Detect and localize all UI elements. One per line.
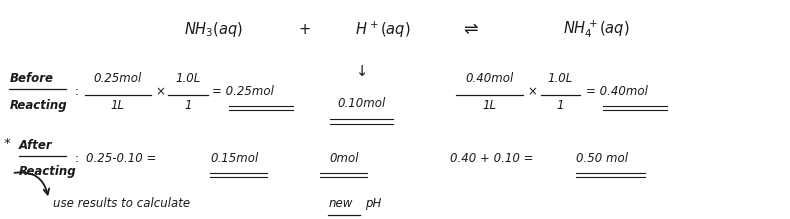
Text: 1.0L: 1.0L (175, 72, 201, 85)
Text: 1: 1 (184, 99, 192, 112)
Text: = 0.25mol: = 0.25mol (213, 85, 274, 98)
Text: 1L: 1L (111, 99, 125, 112)
Text: 0.25-0.10 =: 0.25-0.10 = (86, 152, 156, 165)
Text: ×: × (527, 85, 537, 98)
Text: +: + (299, 22, 310, 37)
Text: 1.0L: 1.0L (547, 72, 573, 85)
Text: :: : (74, 85, 78, 98)
Text: use results to calculate: use results to calculate (53, 197, 190, 210)
Text: *: * (4, 136, 10, 150)
Text: After: After (19, 139, 52, 152)
Text: $NH_3(aq)$: $NH_3(aq)$ (184, 20, 243, 39)
Text: ×: × (156, 85, 165, 98)
Text: Before: Before (9, 72, 53, 85)
Text: :: : (74, 152, 78, 165)
Text: $\rightleftharpoons$: $\rightleftharpoons$ (461, 21, 480, 39)
Text: Reacting: Reacting (19, 165, 77, 178)
Text: 0mol: 0mol (329, 152, 359, 165)
Text: $NH_4^+(aq)$: $NH_4^+(aq)$ (562, 19, 629, 40)
Text: pH: pH (365, 197, 382, 210)
Text: 0.50 mol: 0.50 mol (576, 152, 628, 165)
Text: 0.40 + 0.10 =: 0.40 + 0.10 = (450, 152, 533, 165)
Text: $H^+(aq)$: $H^+(aq)$ (356, 19, 411, 40)
Text: 1L: 1L (483, 99, 496, 112)
Text: new: new (328, 197, 352, 210)
Text: Reacting: Reacting (9, 99, 67, 112)
Text: 1: 1 (557, 99, 564, 112)
Text: 0.15mol: 0.15mol (210, 152, 258, 165)
Text: 0.10mol: 0.10mol (338, 97, 386, 110)
Text: 0.40mol: 0.40mol (465, 72, 514, 85)
Text: 0.25mol: 0.25mol (94, 72, 142, 85)
Text: ↓: ↓ (356, 64, 368, 79)
Text: = 0.40mol: = 0.40mol (586, 85, 648, 98)
